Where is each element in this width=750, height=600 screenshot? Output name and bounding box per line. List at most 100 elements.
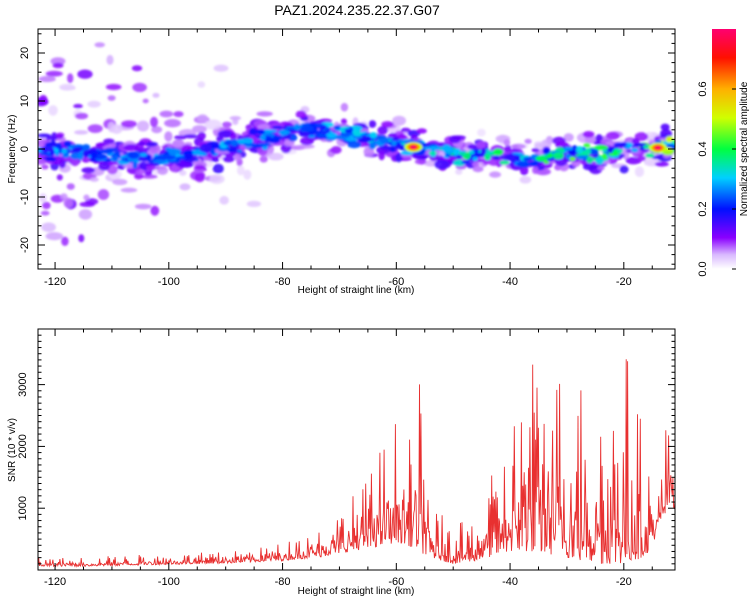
spectrogram-cell <box>157 165 169 175</box>
spectrogram-cell <box>499 160 510 165</box>
spectrogram-cell <box>104 147 118 152</box>
spectrogram-cell <box>89 177 99 182</box>
spectrogram-cell <box>212 163 224 174</box>
spectrogram-cell <box>217 130 234 138</box>
spectrogram-cell <box>484 153 491 161</box>
spectrogram-cell <box>612 149 618 156</box>
spectrogram-cell <box>531 147 540 153</box>
spectrogram-cell <box>582 163 597 171</box>
spectrogram-cell <box>150 116 158 128</box>
spectrogram-cell <box>59 83 75 91</box>
spectrogram-cell <box>183 134 199 139</box>
spectrogram-cell <box>199 144 213 153</box>
spectrogram-cell <box>325 132 338 138</box>
spectrogram-y-tick-label: 10 <box>19 95 31 107</box>
spectrogram-cell <box>249 127 258 136</box>
spectrogram-cell <box>179 183 191 191</box>
spectrogram-cell <box>597 165 605 171</box>
spectrogram-cell <box>211 157 220 163</box>
spectrogram-cell <box>216 135 224 142</box>
spectrogram-cell <box>192 125 207 133</box>
spectrogram-cell <box>38 75 56 83</box>
spectrogram-cell <box>50 57 66 66</box>
spectrogram-cell <box>522 157 533 162</box>
snr-x-tick-label: -120 <box>44 576 66 588</box>
spectrogram-cell <box>197 81 206 88</box>
snr-ticks: -120 -100 -80 -60 -40 -20 1000 2000 3000 <box>17 329 675 588</box>
spectrogram-cell <box>127 152 140 159</box>
spectrogram-cell <box>132 82 147 93</box>
spectrogram-cell <box>472 156 478 162</box>
spectrogram-cell <box>63 197 73 208</box>
spectrogram-cell <box>94 42 106 48</box>
spectrogram-cell <box>631 138 640 145</box>
spectrogram-cell <box>219 195 229 205</box>
spectrogram-cell <box>179 170 187 176</box>
spectrogram-cell <box>476 141 486 150</box>
spectrogram-cell <box>552 152 564 160</box>
spectrogram-cell <box>152 92 160 98</box>
spectrogram-cell <box>135 169 146 175</box>
spectrogram-cell <box>87 124 103 134</box>
chart-title: PAZ1.2024.235.22.37.G07 <box>274 2 440 18</box>
spectrogram-y-tick-label: -10 <box>19 189 31 205</box>
spectrogram-cell <box>461 160 471 164</box>
snr-y-axis-label: SNR (10 * v/v) <box>7 418 18 482</box>
spectrogram-cell <box>368 141 376 150</box>
spectrogram-cell <box>381 121 394 128</box>
spectrogram-cell <box>637 155 646 162</box>
spectrogram-cell <box>222 155 235 163</box>
snr-y-tick-label: 3000 <box>17 372 29 396</box>
spectrogram-cell <box>243 138 254 144</box>
spectrogram-cell <box>489 171 502 178</box>
spectrogram-cell <box>90 152 98 159</box>
spectrogram-cell <box>282 134 292 140</box>
spectrogram-cell <box>516 161 531 168</box>
spectrogram-cell <box>301 124 314 132</box>
spectrogram-cell <box>229 115 242 121</box>
spectrogram-cell <box>44 157 57 162</box>
spectrogram-cell <box>42 201 51 210</box>
spectrogram-cell <box>456 154 462 160</box>
spectrogram-cell <box>107 95 116 101</box>
spectrogram-cell <box>257 124 272 131</box>
spectrogram-cell <box>48 105 58 116</box>
spectrogram-cell <box>40 210 50 216</box>
spectrogram-cell <box>271 125 284 129</box>
spectrogram-cell <box>97 189 110 200</box>
spectrogram-cell <box>106 54 114 65</box>
spectrogram-cell <box>151 126 163 134</box>
snr-series-line <box>38 359 675 568</box>
spectrogram-cell <box>61 236 69 246</box>
spectrogram-cell <box>66 183 75 190</box>
spectrogram-cell <box>594 144 609 151</box>
spectrogram-cell <box>259 155 268 163</box>
spectrogram-cell <box>448 135 461 144</box>
spectrogram-cell <box>377 126 389 135</box>
spectrogram-cell <box>168 150 177 157</box>
spectrogram-cell <box>266 129 278 133</box>
spectrogram-cell <box>390 146 396 153</box>
spectrogram-cell <box>398 144 407 151</box>
spectrogram-cell <box>595 156 605 165</box>
spectrogram-cell <box>519 176 532 184</box>
spectrogram-cell <box>232 118 239 125</box>
snr-y-tick-label: 2000 <box>17 434 29 458</box>
spectrogram-cell <box>55 133 64 139</box>
spectrogram-cell <box>296 144 315 149</box>
spectrogram-cell <box>634 166 645 178</box>
spectrogram-cell <box>492 155 501 160</box>
spectrogram-cell <box>204 119 222 130</box>
spectrogram-cell <box>648 139 656 145</box>
spectrogram-cell <box>141 174 158 179</box>
spectrogram-cell <box>82 144 91 151</box>
spectrogram-cell <box>400 127 411 133</box>
snr-x-tick-label: -20 <box>616 576 632 588</box>
spectrogram-cell <box>605 131 620 140</box>
spectrogram-cell <box>576 155 591 159</box>
spectrogram-cell <box>510 143 526 150</box>
spectrogram-cell <box>576 146 584 155</box>
spectrogram-cell <box>224 152 237 157</box>
snr-panel: -120 -100 -80 -60 -40 -20 1000 2000 3000 Height … <box>7 328 676 597</box>
